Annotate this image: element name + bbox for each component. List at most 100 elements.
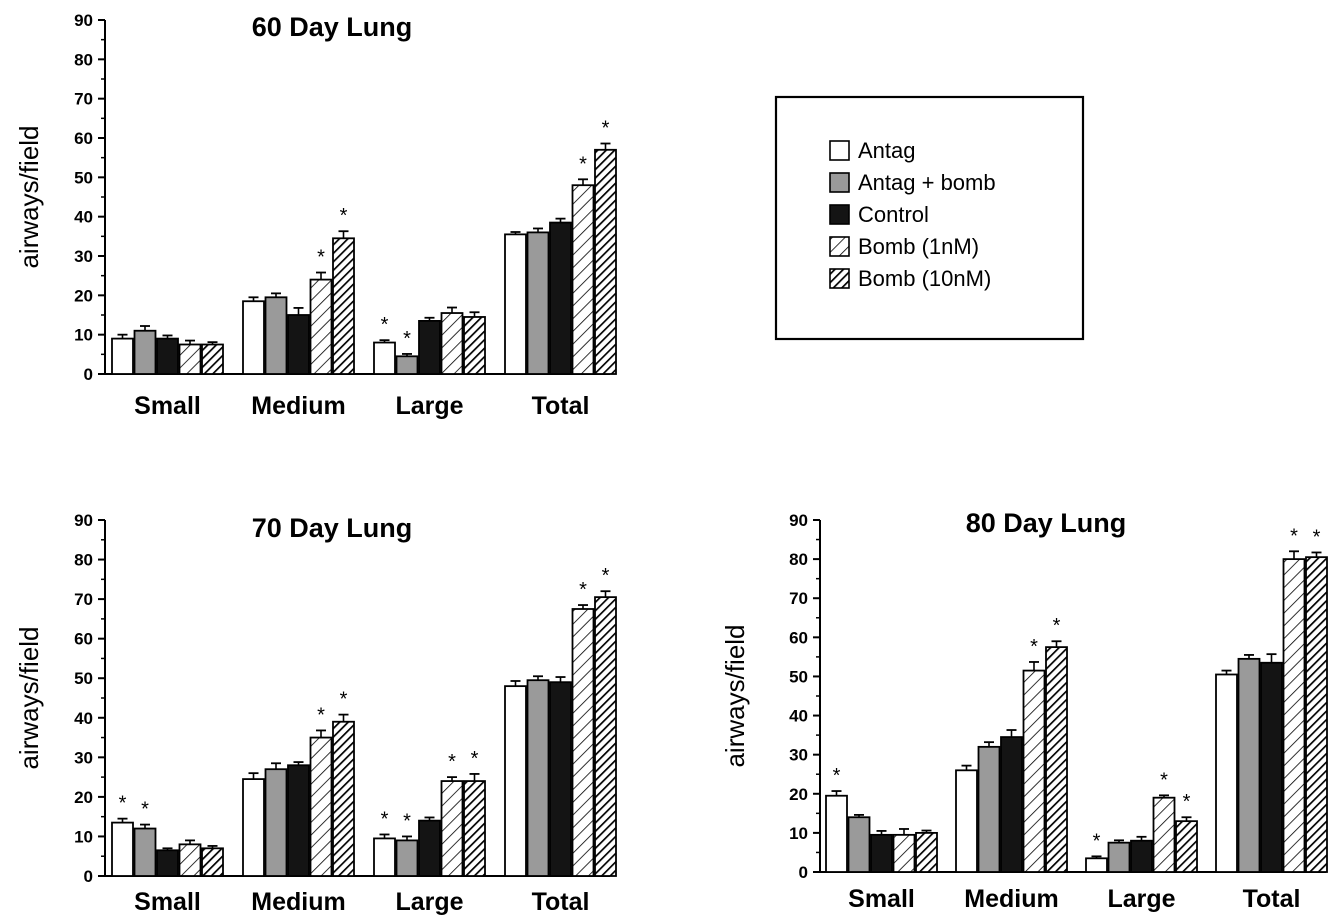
bar-antag-bomb-large [395, 355, 419, 375]
y-tick-label: 90 [789, 511, 808, 530]
category-label-medium: Medium [251, 888, 345, 915]
y-tick-label: 60 [789, 628, 808, 647]
y-tick-label: 50 [74, 168, 93, 187]
significance-mark: * [602, 118, 610, 140]
significance-mark: * [602, 565, 610, 587]
y-tick-label: 10 [74, 827, 93, 846]
bar-bomb-10nm-large [463, 316, 486, 375]
chart-title: 60 Day Lung [252, 12, 413, 42]
y-axis-label: airways/field [14, 125, 44, 268]
y-tick-label: 40 [74, 208, 93, 227]
y-tick-label: 60 [74, 129, 93, 148]
y-tick-label: 90 [74, 11, 93, 30]
legend-box [774, 95, 1085, 341]
legend-label-antag-bomb: Antag + bomb [858, 170, 996, 195]
y-tick-label: 0 [799, 863, 808, 882]
bar-control-total [1260, 661, 1283, 873]
y-tick-label: 60 [74, 630, 93, 649]
bar-antag-bomb-small [133, 827, 157, 877]
y-tick-label: 50 [74, 669, 93, 688]
bar-antag-small [111, 337, 134, 375]
significance-mark: * [1160, 769, 1168, 791]
y-tick-label: 70 [789, 589, 808, 608]
bar-antag-bomb-large [1107, 841, 1131, 873]
y-tick-label: 10 [789, 824, 808, 843]
bar-bomb-10nm-total [1305, 556, 1328, 873]
bar-control-total [549, 681, 572, 877]
bar-antag-total [504, 233, 527, 375]
bar-antag-bomb-medium [264, 296, 288, 375]
y-tick-label: 0 [84, 867, 93, 886]
legend-swatch-antag [829, 140, 850, 161]
bar-control-total [549, 221, 572, 375]
y-tick-label: 10 [74, 326, 93, 345]
bar-bomb-10nm-medium [332, 237, 355, 375]
y-tick-label: 80 [74, 50, 93, 69]
bar-bomb-1nm-total [571, 608, 595, 877]
bar-antag-bomb-small [133, 329, 157, 375]
legend-swatch-bomb-1nm [829, 236, 850, 257]
y-tick-label: 20 [74, 788, 93, 807]
panel-1: 60 Day Lung airways/field 0 10 20 30 40 50 60 70 8… [14, 11, 617, 420]
bar-bomb-1nm-medium [309, 278, 333, 375]
bar-bomb-10nm-small [201, 343, 224, 375]
bar-antag-bomb-medium [977, 745, 1001, 873]
category-label-total: Total [532, 392, 590, 420]
bar-antag-bomb-total [526, 679, 550, 877]
significance-mark: * [448, 751, 456, 773]
significance-mark: * [1290, 525, 1298, 547]
bar-bomb-1nm-large [1152, 796, 1176, 873]
bar-control-medium [287, 314, 310, 375]
significance-mark: * [317, 704, 325, 726]
category-label-large: Large [1107, 885, 1175, 913]
y-tick-label: 80 [74, 551, 93, 570]
bar-bomb-10nm-medium [332, 720, 355, 877]
category-label-large: Large [395, 888, 463, 915]
category-label-small: Small [134, 392, 201, 420]
bar-antag-bomb-medium [264, 768, 288, 877]
bar-antag-large [373, 837, 396, 877]
y-tick-label: 70 [74, 90, 93, 109]
category-label-medium: Medium [964, 885, 1058, 913]
bar-control-medium [287, 764, 310, 877]
significance-mark: * [1030, 636, 1038, 658]
y-tick-label: 40 [74, 709, 93, 728]
significance-mark: * [579, 579, 587, 601]
y-tick-label: 30 [789, 746, 808, 765]
bar-bomb-1nm-large [440, 312, 464, 375]
significance-mark: * [119, 793, 127, 815]
y-tick-label: 90 [74, 511, 93, 530]
bar-bomb-1nm-medium [309, 736, 333, 877]
bar-bomb-10nm-total [594, 148, 617, 375]
bar-antag-bomb-total [1237, 657, 1261, 873]
significance-mark: * [141, 799, 149, 821]
significance-mark: * [340, 205, 348, 227]
bar-antag-medium [242, 300, 265, 375]
legend-label-control: Control [858, 202, 929, 227]
bar-bomb-10nm-large [463, 780, 486, 877]
bar-bomb-1nm-small [178, 343, 202, 375]
significance-mark: * [1313, 526, 1321, 548]
y-axis-label: airways/field [14, 626, 44, 769]
bar-control-small [870, 833, 893, 873]
y-tick-label: 40 [789, 707, 808, 726]
significance-mark: * [1093, 830, 1101, 852]
bar-antag-bomb-small [847, 816, 871, 873]
y-tick-label: 20 [74, 286, 93, 305]
legend-label-bomb-1nm: Bomb (1nM) [858, 234, 979, 259]
significance-mark: * [381, 314, 389, 336]
bar-antag-large [1085, 857, 1108, 873]
bar-bomb-1nm-small [178, 843, 202, 877]
y-tick-label: 50 [789, 667, 808, 686]
legend-swatch-control [829, 204, 850, 225]
bar-antag-large [373, 341, 396, 375]
y-tick-label: 0 [84, 365, 93, 384]
significance-mark: * [381, 808, 389, 830]
significance-mark: * [1183, 791, 1191, 813]
category-label-medium: Medium [251, 392, 345, 420]
bar-antag-medium [955, 769, 978, 873]
bar-antag-small [111, 821, 134, 877]
panel-3: 80 Day Lung airways/field 0 10 20 30 40 50 60 70 8… [720, 508, 1328, 913]
significance-mark: * [471, 748, 479, 770]
bar-bomb-10nm-large [1175, 820, 1198, 873]
